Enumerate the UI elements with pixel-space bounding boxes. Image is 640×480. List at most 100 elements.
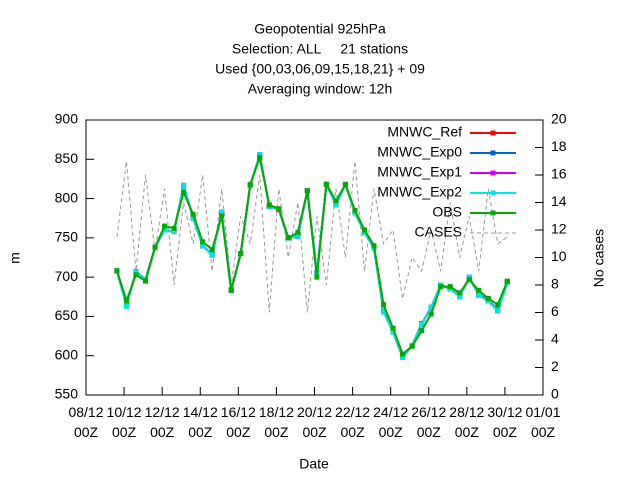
point [428,304,434,310]
point [400,351,406,357]
point [276,206,282,212]
point [495,308,501,314]
point [152,244,158,250]
point [371,243,377,249]
y2-tick-label: 20 [551,111,567,127]
point [162,227,168,233]
point [428,311,434,317]
point [457,294,463,300]
point [390,325,396,331]
y2-tick-label: 8 [551,276,559,292]
point [171,225,177,231]
point [133,272,139,278]
point [361,227,367,233]
point [200,243,206,249]
point [219,209,225,215]
legend-label: MNWC_Exp0 [377,144,462,160]
point [390,329,396,335]
point [133,269,139,275]
y2-tick-label: 18 [551,138,567,154]
point [447,284,453,290]
y-tick-label: 850 [55,150,79,166]
point [400,354,406,360]
point [114,268,120,274]
point [181,189,187,195]
point [190,215,196,221]
point [123,303,129,309]
point [209,252,215,258]
y-tick-label: 800 [55,189,79,205]
point [381,302,387,308]
legend-label: CASES [415,224,462,240]
point [314,274,320,280]
y2-tick-label: 2 [551,358,559,374]
legend-marker [490,210,496,216]
x-tick-label: 10/12 00Z [106,404,142,440]
legend-marker [490,190,496,196]
point [219,213,225,219]
legend-label: MNWC_Ref [387,124,462,140]
y2-axis-label: No cases [591,229,607,287]
point [257,155,263,161]
y2-tick-label: 4 [551,331,559,347]
x-tick-label: 26/12 00Z [411,404,447,440]
point [200,239,206,245]
point [171,229,177,235]
point [466,277,472,282]
x-tick-label: 20/12 00Z [296,404,333,440]
y-tick-label: 750 [55,229,79,245]
point [419,328,425,334]
cases-line [116,161,508,313]
y2-tick-label: 10 [551,248,567,264]
legend-label: MNWC_Exp2 [377,184,462,200]
x-tick-label: 08/12 00Z [68,404,104,440]
point [504,278,510,284]
title-line: Geopotential 925hPa [254,21,386,37]
point [304,188,310,194]
point [409,343,415,349]
point [266,202,272,208]
y-tick-label: 700 [55,268,79,284]
legend-label: MNWC_Exp1 [377,164,462,180]
title-line: Averaging window: 12h [248,81,393,97]
point [181,182,187,188]
x-tick-label: 14/12 00Z [182,404,218,440]
point [495,302,501,308]
title-line: Selection: ALL 21 stations [232,41,408,57]
x-tick-label: 22/12 00Z [335,404,371,440]
x-tick-label: 16/12 00Z [220,404,256,440]
x-tick-label: 18/12 00Z [258,404,294,440]
legend-marker [490,170,496,176]
legend-marker [490,150,496,156]
y2-tick-label: 14 [551,193,567,209]
y-tick-label: 650 [55,307,79,323]
point [485,295,491,301]
point [333,198,339,204]
point [476,292,482,298]
y2-tick-label: 0 [551,386,559,402]
point [190,211,196,217]
point [476,288,482,293]
point [247,181,253,187]
y2-tick-label: 12 [551,221,567,237]
x-tick-label: 30/12 00Z [487,404,523,440]
x-tick-label: 01/01 00Z [525,404,561,440]
point [352,207,358,213]
point [295,233,301,239]
point [209,247,215,253]
y-tick-label: 600 [55,346,79,362]
point [438,284,444,290]
point [323,181,329,187]
x-axis-label: Date [299,456,329,472]
x-tick-label: 12/12 00Z [144,404,180,440]
y-tick-label: 900 [55,111,79,127]
y-tick-label: 550 [55,386,79,402]
point [285,235,291,241]
x-tick-label: 24/12 00Z [373,404,409,440]
point [333,202,339,208]
point [257,152,263,158]
point [419,321,425,327]
y2-tick-label: 6 [551,303,559,319]
